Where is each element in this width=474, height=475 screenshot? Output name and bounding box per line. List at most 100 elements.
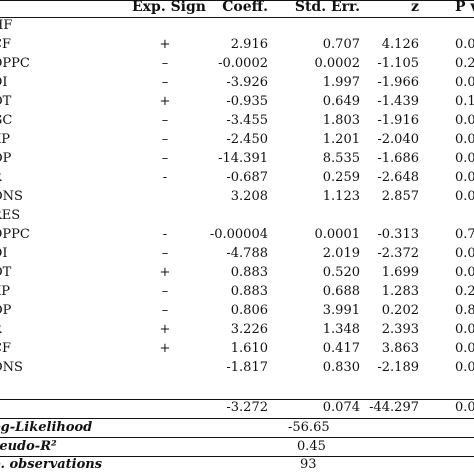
section-1-label-row: HF (0, 16, 474, 36)
row-label: R (0, 320, 2, 340)
threshold-rule (0, 399, 474, 400)
row-exp-sign: + (159, 322, 171, 337)
row-z: 4.126 (381, 37, 419, 52)
row-std-err: 8.535 (322, 151, 360, 166)
table-row: ONS -1.817 0.830 -2.189 0.0 (0, 358, 474, 378)
row-p-value: 0.0 (455, 132, 474, 147)
row-exp-sign: – (161, 56, 169, 71)
row-z: -0.313 (377, 227, 419, 242)
row-z: -1.686 (377, 151, 419, 166)
row-z: 2.857 (381, 189, 419, 204)
row-std-err: 1.803 (322, 113, 360, 128)
table-row: OP – -14.391 8.535 -1.686 0.0 (0, 149, 474, 169)
table-header: Exp. Sign Coeff. Std. Err. z P val (0, 0, 474, 17)
row-z: -2.189 (377, 360, 419, 375)
row-p-value: 0.0 (455, 75, 474, 90)
row-coeff: -2.450 (226, 132, 268, 147)
row-label: DPPC (0, 227, 30, 242)
threshold-pv: 0.0 (455, 400, 474, 415)
row-p-value: 0.0 (455, 265, 474, 280)
header-p-value: P val (455, 0, 474, 15)
row-label: DI (0, 246, 8, 261)
row-exp-sign: + (159, 265, 171, 280)
row-coeff: 1.610 (230, 341, 268, 356)
row-std-err: 0.417 (322, 341, 360, 356)
row-p-value: 0.0 (455, 322, 474, 337)
header-coeff: Coeff. (222, 0, 268, 15)
table-row: OT +0.883 0.520 1.699 0.0 (0, 263, 474, 283)
table-row: DI – -4.788 2.019 -2.372 0.0 (0, 244, 474, 264)
row-z: -1.916 (377, 113, 419, 128)
row-exp-sign: - (162, 170, 168, 185)
row-coeff: -1.817 (226, 360, 268, 375)
row-coeff: -0.0002 (218, 56, 268, 71)
table-row: OP – 0.806 3.991 0.202 0.8 (0, 301, 474, 321)
row-std-err: 0.520 (322, 265, 360, 280)
table-row: ONS 3.208 1.123 2.857 0.0 (0, 187, 474, 207)
row-z: 2.393 (381, 322, 419, 337)
row-std-err: 0.0001 (314, 227, 361, 242)
threshold-z: -44.297 (369, 400, 419, 415)
row-z: -2.648 (377, 170, 419, 185)
row-exp-sign: – (161, 303, 169, 318)
row-label: R (0, 168, 2, 188)
stats-row-pseudo-r2: seudo-R² 0.45 (0, 437, 474, 457)
row-label: CF (0, 341, 11, 356)
stat-label-loglik: og-Likelihood (0, 420, 93, 435)
row-label: DPPC (0, 56, 30, 71)
row-z: -2.040 (377, 132, 419, 147)
row-z: -2.372 (377, 246, 419, 261)
row-std-err: 3.991 (322, 303, 360, 318)
row-exp-sign: – (161, 113, 169, 128)
row-exp-sign: + (159, 37, 171, 52)
row-coeff: -0.687 (226, 170, 268, 185)
row-p-value: 0.0 (455, 113, 474, 128)
section-2-label: RES (0, 208, 21, 223)
top-rule (0, 0, 474, 1)
row-exp-sign: - (162, 227, 168, 242)
stat-value-observations: 93 (300, 457, 317, 472)
row-z: -1.966 (377, 75, 419, 90)
table-row: CF +1.610 0.417 3.863 0.0 (0, 339, 474, 359)
row-std-err: 1.348 (322, 322, 360, 337)
row-p-value: 0.2 (455, 56, 474, 71)
row-label: CF (0, 37, 11, 52)
row-coeff: -14.391 (218, 151, 268, 166)
row-z: 1.283 (381, 284, 419, 299)
table-row: R +3.226 1.348 2.393 0.0 (0, 320, 474, 340)
row-p-value: 0.7 (455, 227, 474, 242)
row-p-value: 0.0 (455, 360, 474, 375)
row-coeff: -4.788 (226, 246, 268, 261)
table-row: DPPC - -0.00004 0.0001 -0.313 0.7 (0, 225, 474, 245)
row-exp-sign: – (161, 151, 169, 166)
section-1-label: HF (0, 18, 13, 33)
header-std-err: Std. Err. (294, 0, 360, 15)
stat-label-pseudo-r2: seudo-R² (0, 439, 57, 454)
row-std-err: 1.997 (322, 75, 360, 90)
row-std-err: 2.019 (322, 246, 360, 261)
row-p-value: 0.0 (455, 37, 474, 52)
row-coeff: -0.00004 (209, 227, 268, 242)
stats-row-loglik: og-Likelihood -56.65 (0, 418, 474, 438)
row-label: ONS (0, 189, 23, 204)
row-std-err: 1.201 (322, 132, 360, 147)
row-coeff: -0.935 (226, 94, 268, 109)
row-z: 3.863 (381, 341, 419, 356)
row-label: OT (0, 265, 12, 280)
stat-value-pseudo-r2: 0.45 (297, 439, 326, 454)
header-exp-sign: Exp. Sign (132, 0, 206, 15)
table-row: XP – 0.883 0.688 1.283 0.2 (0, 282, 474, 302)
row-exp-sign: – (161, 284, 169, 299)
row-label: DI (0, 75, 8, 90)
stats-rule-3 (0, 456, 474, 457)
threshold-row: -3.272 0.074 -44.297 0.0 (0, 398, 474, 418)
row-exp-sign: – (161, 246, 169, 261)
row-p-value: 0.0 (455, 170, 474, 185)
row-std-err: 0.0002 (314, 56, 361, 71)
row-coeff: 0.883 (230, 284, 268, 299)
row-label: XP (0, 132, 11, 147)
row-std-err: 0.688 (322, 284, 360, 299)
threshold-coef: -3.272 (226, 400, 268, 415)
row-coeff: -3.455 (226, 113, 268, 128)
row-z: 0.202 (381, 303, 419, 318)
